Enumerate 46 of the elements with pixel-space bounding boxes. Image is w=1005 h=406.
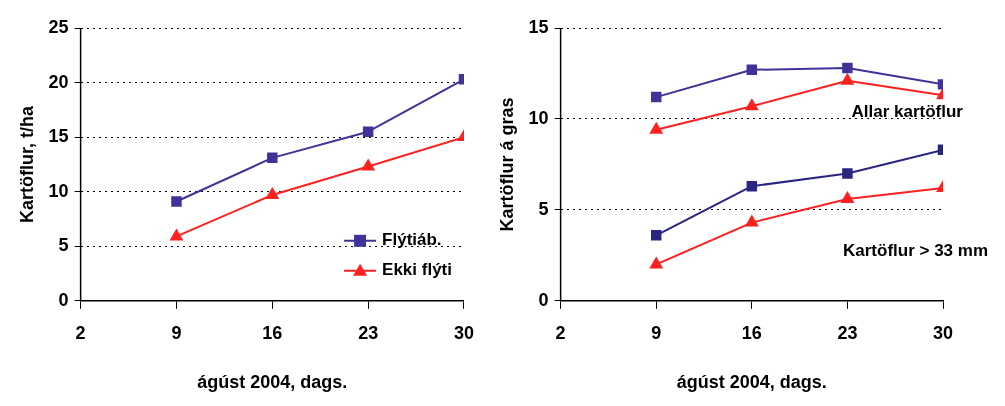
x-tick-label: 9 <box>651 322 662 343</box>
point <box>842 168 853 179</box>
y-tick-label: 10 <box>528 107 549 128</box>
point <box>267 152 278 164</box>
x-tick-label: 30 <box>453 322 474 343</box>
y-tick-label: 20 <box>48 71 69 92</box>
legend-label: Flýtiáb. <box>382 230 442 250</box>
y-axis-title: Kartöflur á gras <box>496 97 517 232</box>
point <box>746 180 758 192</box>
x-tick-label: 9 <box>171 322 182 343</box>
point <box>650 122 663 134</box>
x-axis-title: ágúst 2004, dags. <box>197 372 348 393</box>
y-axis-title: Kartöflur, t/ha <box>16 104 37 223</box>
y-tick-label: 25 <box>48 16 69 37</box>
point <box>841 73 854 85</box>
y-tick-label: 10 <box>48 180 69 201</box>
point <box>745 215 759 227</box>
x-tick-label: 2 <box>555 322 566 343</box>
y-tick-label: 15 <box>528 16 549 37</box>
x-tick-label: 23 <box>358 322 379 343</box>
point <box>745 99 759 111</box>
point <box>361 159 375 171</box>
point <box>362 126 374 137</box>
x-tick-label: 30 <box>932 322 954 343</box>
x-tick-label: 23 <box>837 322 858 343</box>
point <box>266 187 279 199</box>
y-tick-label: 0 <box>538 289 549 310</box>
point <box>650 230 662 241</box>
y-tick-label: 5 <box>58 235 69 256</box>
annotation: Kartöflur > 33 mm <box>842 241 988 261</box>
point <box>170 229 183 241</box>
point <box>842 62 853 74</box>
annotation: Allar kartöflur <box>851 102 964 122</box>
legend-label: Ekki flýti <box>382 260 452 280</box>
point <box>746 64 758 76</box>
point <box>171 196 182 207</box>
point <box>650 257 663 269</box>
x-tick-label: 16 <box>741 322 762 343</box>
point <box>841 191 854 203</box>
x-axis-title: ágúst 2004, dags. <box>676 372 827 393</box>
y-tick-label: 0 <box>58 289 69 310</box>
y-tick-label: 15 <box>48 126 69 147</box>
point <box>650 91 662 103</box>
x-tick-label: 2 <box>75 322 86 343</box>
y-tick-label: 5 <box>538 198 549 219</box>
x-tick-label: 16 <box>262 322 283 343</box>
